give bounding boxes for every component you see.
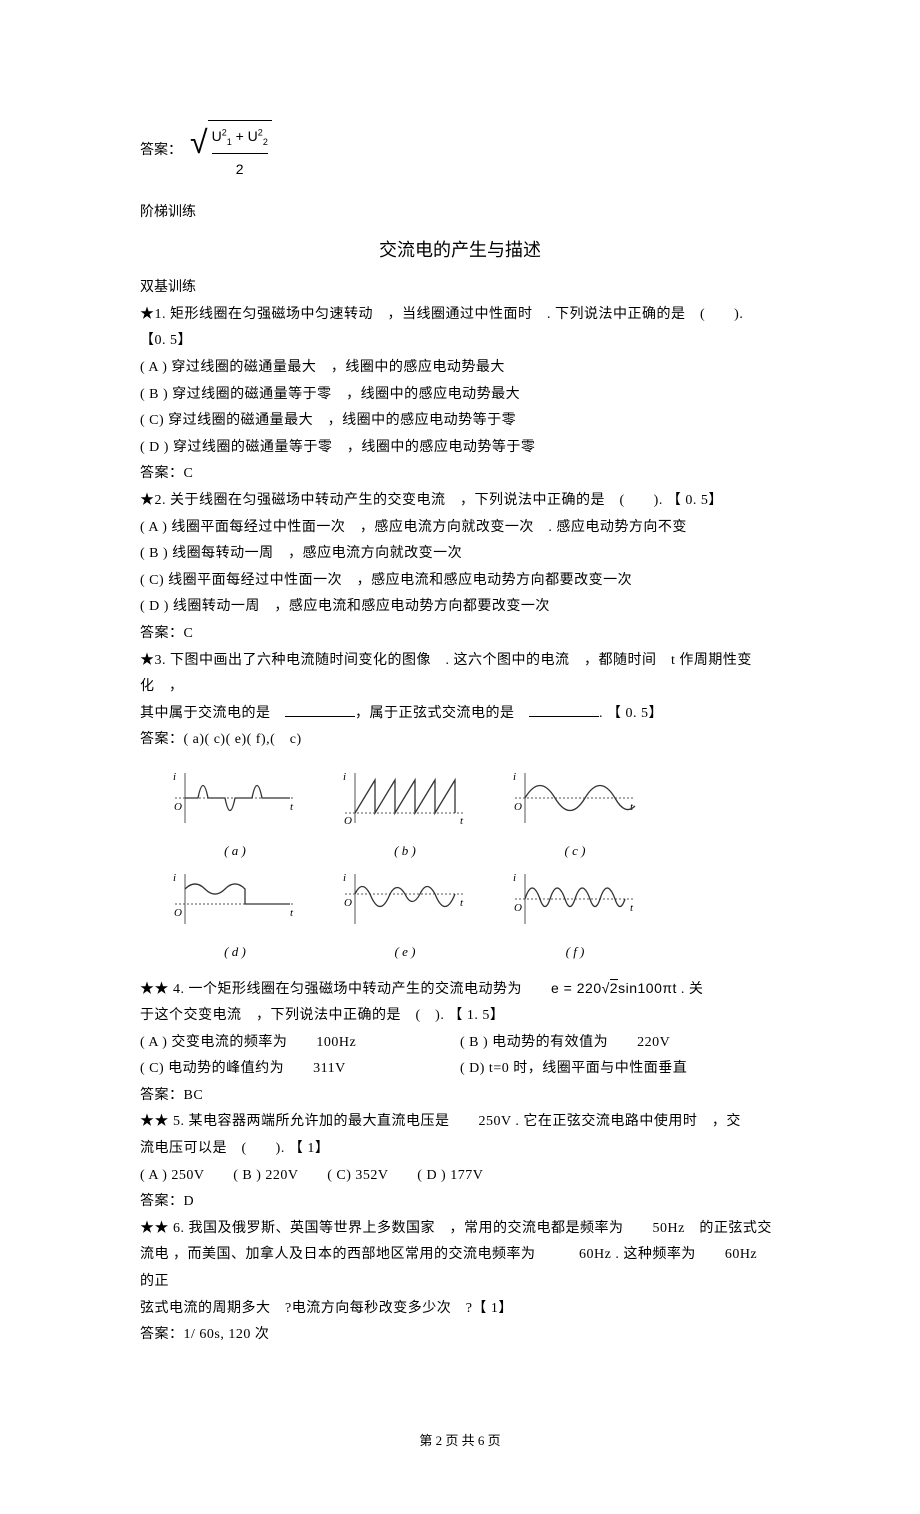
svg-text:i: i (343, 771, 346, 783)
q1-answer: 答案：C (140, 461, 780, 488)
chapter-title: 交流电的产生与描述 (140, 233, 780, 267)
q4-opt-a: ( A ) 交变电流的频率为 100Hz (140, 1030, 460, 1057)
q3-stem1: ★3. 下图中画出了六种电流随时间变化的图像 . 这六个图中的电流 ，都随时间 … (140, 648, 780, 701)
q4-opt-c: ( C) 电动势的峰值约为 311V (140, 1056, 460, 1083)
svg-text:O: O (174, 801, 182, 813)
svg-text:i: i (173, 872, 176, 884)
q4-stem1b: . 关 (677, 982, 704, 997)
q1-opt-d: ( D ) 穿过线圈的磁通量等于零 ，线圈中的感应电动势等于零 (140, 435, 780, 462)
graph-label: ( f ) (510, 940, 640, 965)
q6-stem2: 流电 ，而美国、加拿人及日本的西部地区常用的交流电频率为 60Hz . 这种频率… (140, 1242, 780, 1295)
svg-text:t: t (290, 801, 294, 813)
svg-text:i: i (173, 771, 176, 783)
graph-label: ( b ) (340, 839, 470, 864)
svg-text:t: t (460, 815, 464, 826)
svg-text:O: O (344, 897, 352, 909)
q6-stem1: ★★ 6. 我国及俄罗斯、英国等世界上多数国家 ，常用的交流电都是频率为 50H… (140, 1216, 780, 1243)
graph-e: i t O ( e ) (340, 869, 470, 964)
q1-stem: ★1. 矩形线圈在匀强磁场中匀速转动 ，当线圈通过中性面时 . 下列说法中正确的… (140, 302, 780, 329)
q3-stem2: 其中属于交流电的是 ，属于正弦式交流电的是 . 【 0. 5】 (140, 701, 780, 728)
formula-label: 答案： (140, 138, 182, 165)
q4-stem1a: ★★ 4. 一个矩形线圈在匀强磁场中转动产生的交流电动势为 (140, 982, 551, 997)
q4-opt-d: ( D) t=0 时，线圈平面与中性面垂直 (460, 1056, 780, 1083)
graph-f: i t O ( f ) (510, 869, 640, 964)
q4-opts-cd: ( C) 电动势的峰值约为 311V ( D) t=0 时，线圈平面与中性面垂直 (140, 1056, 780, 1083)
svg-text:i: i (513, 872, 516, 884)
q3-stem2b: ，属于正弦式交流电的是 (355, 706, 529, 721)
svg-text:t: t (460, 897, 464, 909)
q4-opts-ab: ( A ) 交变电流的频率为 100Hz ( B ) 电动势的有效值为 220V (140, 1030, 780, 1057)
q5-stem2: 流电压可以是 ( ). 【 1】 (140, 1136, 780, 1163)
q4-answer: 答案：BC (140, 1083, 780, 1110)
q4-opt-b: ( B ) 电动势的有效值为 220V (460, 1030, 780, 1057)
blank-field (285, 703, 355, 717)
q6-stem3: 弦式电流的周期多大 ?电流方向每秒改变多少次 ?【 1】 (140, 1296, 780, 1323)
waveform-c-icon: i t O (510, 768, 640, 826)
q3-stem2a: 其中属于交流电的是 (140, 706, 285, 721)
q4-stem1: ★★ 4. 一个矩形线圈在匀强磁场中转动产生的交流电动势为 e = 220√2s… (140, 975, 780, 1004)
svg-text:t: t (630, 902, 634, 914)
waveform-f-icon: i t O (510, 869, 640, 927)
waveform-e-icon: i t O (340, 869, 470, 927)
q1-opt-c: ( C) 穿过线圈的磁通量最大 ，线圈中的感应电动势等于零 (140, 408, 780, 435)
q5-stem1: ★★ 5. 某电容器两端所允许加的最大直流电压是 250V . 它在正弦交流电路… (140, 1109, 780, 1136)
graph-row-2: i t O ( d ) i t O ( e ) i t (170, 869, 780, 964)
q2-opt-d: ( D ) 线圈转动一周 ，感应电流和感应电动势方向都要改变一次 (140, 594, 780, 621)
q4-math: e = 220√2sin100πt (551, 980, 677, 996)
q5-answer: 答案：D (140, 1189, 780, 1216)
graph-d: i t O ( d ) (170, 869, 300, 964)
q2-opt-c: ( C) 线圈平面每经过中性面一次 ，感应电流和感应电动势方向都要改变一次 (140, 568, 780, 595)
sqrt-body: U21 + U22 2 (208, 120, 272, 182)
blank-field (529, 703, 599, 717)
graph-label: ( e ) (340, 940, 470, 965)
graph-label: ( c ) (510, 839, 640, 864)
page-footer: 第 2 页 共 6 页 (140, 1429, 780, 1454)
svg-text:O: O (174, 907, 182, 919)
denominator: 2 (212, 153, 268, 183)
q4-stem2: 于这个交变电流 ，下列说法中正确的是 ( ). 【 1. 5】 (140, 1003, 780, 1030)
q2-stem: ★2. 关于线圈在匀强磁场中转动产生的交变电流 ，下列说法中正确的是 ( ). … (140, 488, 780, 515)
waveform-graphs: i t O ( a ) i t O ( b ) i t (140, 768, 780, 965)
section-basics: 双基训练 (140, 275, 780, 302)
q2-opt-b: ( B ) 线圈每转动一周 ，感应电流方向就改变一次 (140, 541, 780, 568)
numerator: U21 + U22 (212, 123, 268, 153)
q2-opt-a: ( A ) 线圈平面每经过中性面一次 ，感应电流方向就改变一次 . 感应电动势方… (140, 515, 780, 542)
q1-opt-a: ( A ) 穿过线圈的磁通量最大 ，线圈中的感应电动势最大 (140, 355, 780, 382)
q3-stem2c: . 【 0. 5】 (599, 706, 663, 721)
graph-label: ( a ) (170, 839, 300, 864)
answer-formula: 答案： √ U21 + U22 2 (140, 120, 780, 182)
waveform-b-icon: i t O (340, 768, 470, 826)
svg-text:O: O (514, 902, 522, 914)
svg-text:i: i (343, 872, 346, 884)
svg-text:t: t (290, 907, 294, 919)
graph-label: ( d ) (170, 940, 300, 965)
waveform-d-icon: i t O (170, 869, 300, 927)
graph-row-1: i t O ( a ) i t O ( b ) i t (170, 768, 780, 863)
q3-answer: 答案：( a)( c)( e)( f),( c) (140, 727, 780, 754)
q1-opt-b: ( B ) 穿过线圈的磁通量等于零 ，线圈中的感应电动势最大 (140, 382, 780, 409)
svg-text:i: i (513, 771, 516, 783)
radical-icon: √ (190, 126, 208, 188)
svg-text:O: O (344, 815, 352, 826)
graph-a: i t O ( a ) (170, 768, 300, 863)
graph-b: i t O ( b ) (340, 768, 470, 863)
q5-opts: ( A ) 250V ( B ) 220V ( C) 352V ( D ) 17… (140, 1163, 780, 1190)
q6-answer: 答案：1/ 60s, 120 次 (140, 1322, 780, 1349)
graph-c: i t O ( c ) (510, 768, 640, 863)
waveform-a-icon: i t O (170, 768, 300, 826)
q2-answer: 答案：C (140, 621, 780, 648)
sqrt-expression: √ U21 + U22 2 (190, 120, 272, 182)
q1-tag: 【0. 5】 (140, 328, 780, 355)
svg-text:O: O (514, 801, 522, 813)
section-ladder: 阶梯训练 (140, 200, 780, 227)
